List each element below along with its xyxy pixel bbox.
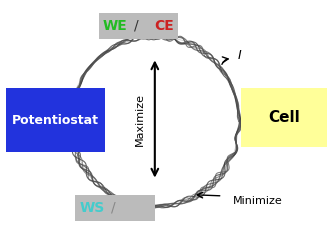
Text: Cell: Cell <box>268 110 300 125</box>
FancyBboxPatch shape <box>75 195 155 221</box>
Text: I: I <box>237 49 241 62</box>
FancyBboxPatch shape <box>99 13 178 39</box>
Text: /: / <box>134 19 139 33</box>
Text: RE: RE <box>130 201 151 215</box>
Text: Maximize: Maximize <box>135 93 145 145</box>
Text: Potentiostat: Potentiostat <box>12 114 99 127</box>
Text: CE: CE <box>154 19 174 33</box>
Text: Minimize: Minimize <box>232 196 282 206</box>
Text: WE: WE <box>103 19 128 33</box>
Text: WS: WS <box>80 201 105 215</box>
Text: /: / <box>111 201 116 215</box>
FancyBboxPatch shape <box>241 88 327 147</box>
FancyBboxPatch shape <box>6 88 105 152</box>
